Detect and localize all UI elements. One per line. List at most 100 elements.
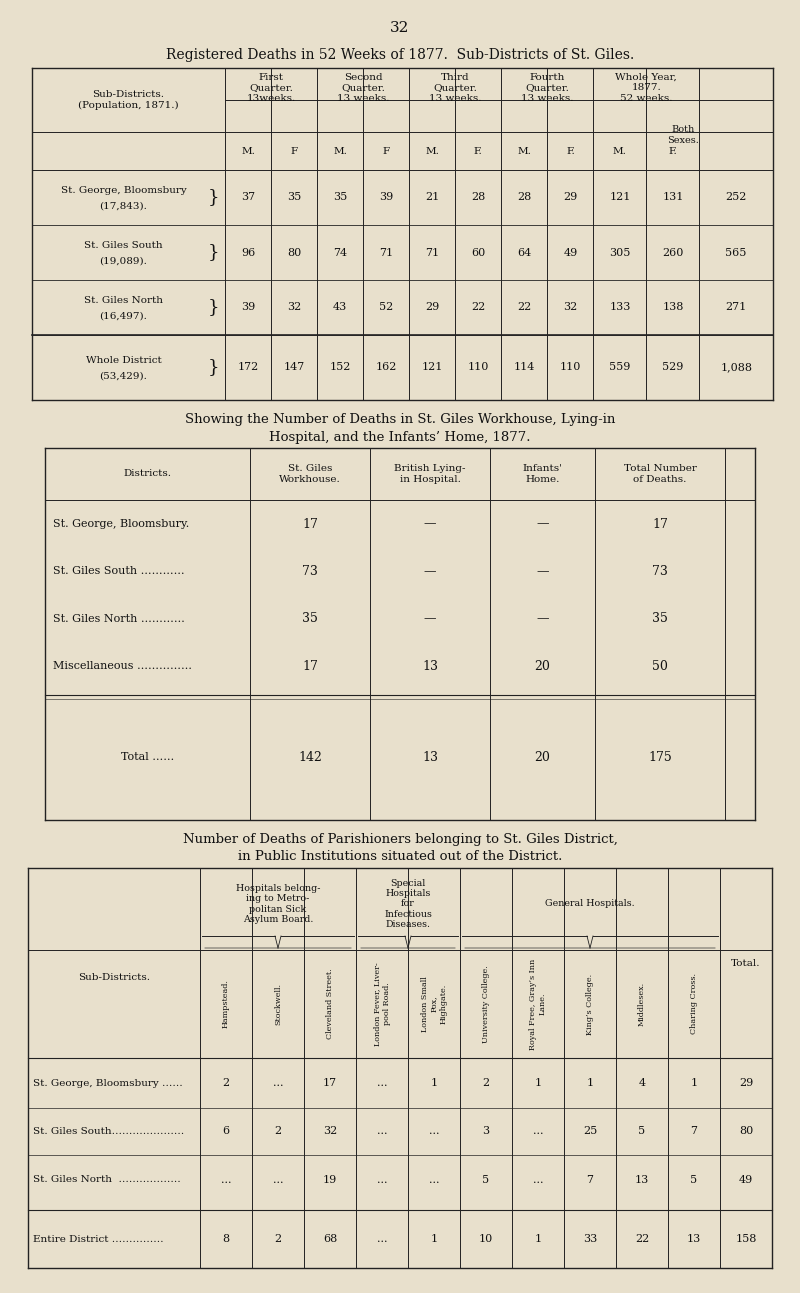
Text: 19: 19 xyxy=(323,1175,337,1184)
Text: Fourth
Quarter.
13 weeks.: Fourth Quarter. 13 weeks. xyxy=(521,74,574,103)
Text: 22: 22 xyxy=(635,1234,649,1244)
Text: St. Giles
Workhouse.: St. Giles Workhouse. xyxy=(279,464,341,484)
Text: F: F xyxy=(290,146,298,155)
Text: 28: 28 xyxy=(471,193,486,203)
Text: London Small
Pox,
Highgate.: London Small Pox, Highgate. xyxy=(421,976,447,1032)
Text: 60: 60 xyxy=(471,247,486,257)
Text: ...: ... xyxy=(377,1175,387,1184)
Text: (17,843).: (17,843). xyxy=(99,202,147,211)
Text: 5: 5 xyxy=(638,1126,646,1137)
Text: Number of Deaths of Parishioners belonging to St. Giles District,: Number of Deaths of Parishioners belongi… xyxy=(182,834,618,847)
Text: 131: 131 xyxy=(662,193,683,203)
Text: ...: ... xyxy=(533,1175,543,1184)
Text: Royal Free, Gray’s Inn
Lane.: Royal Free, Gray’s Inn Lane. xyxy=(530,958,546,1050)
Text: 152: 152 xyxy=(330,362,351,372)
Text: 1: 1 xyxy=(534,1078,542,1087)
Text: 32: 32 xyxy=(563,303,578,313)
Text: M.: M. xyxy=(241,146,255,155)
Text: London Fever, Liver-
pool Road.: London Fever, Liver- pool Road. xyxy=(374,962,390,1046)
Text: 73: 73 xyxy=(652,565,668,578)
Text: 138: 138 xyxy=(662,303,683,313)
Text: Sub-Districts.: Sub-Districts. xyxy=(78,974,150,983)
Text: 1: 1 xyxy=(430,1078,438,1087)
Text: Districts.: Districts. xyxy=(123,469,171,478)
Text: 29: 29 xyxy=(563,193,578,203)
Text: Registered Deaths in 52 Weeks of 1877.  Sub-Districts of St. Giles.: Registered Deaths in 52 Weeks of 1877. S… xyxy=(166,48,634,62)
Text: Hospitals belong-
ing to Metro-
politan Sick
Asylum Board.: Hospitals belong- ing to Metro- politan … xyxy=(236,884,320,924)
Text: General Hospitals.: General Hospitals. xyxy=(545,900,635,909)
Text: 1: 1 xyxy=(690,1078,698,1087)
Text: St. Giles South: St. Giles South xyxy=(84,240,163,250)
Text: 121: 121 xyxy=(422,362,443,372)
Text: 13: 13 xyxy=(422,751,438,764)
Text: Showing the Number of Deaths in St. Giles Workhouse, Lying-in: Showing the Number of Deaths in St. Gile… xyxy=(185,414,615,427)
Text: M.: M. xyxy=(518,146,531,155)
Text: 252: 252 xyxy=(726,193,747,203)
Text: 29: 29 xyxy=(739,1078,753,1087)
Text: 114: 114 xyxy=(514,362,535,372)
Text: St. Giles North  ………………: St. Giles North ……………… xyxy=(33,1175,181,1184)
Text: University College.: University College. xyxy=(482,965,490,1043)
Text: 133: 133 xyxy=(609,303,630,313)
Text: 22: 22 xyxy=(471,303,486,313)
Text: 25: 25 xyxy=(583,1126,597,1137)
Text: ...: ... xyxy=(429,1126,439,1137)
Text: 6: 6 xyxy=(222,1126,230,1137)
Text: 110: 110 xyxy=(467,362,489,372)
Text: St. George, Bloomsbury: St. George, Bloomsbury xyxy=(61,186,186,195)
Text: (16,497).: (16,497). xyxy=(99,312,147,321)
Text: Charing Cross.: Charing Cross. xyxy=(690,974,698,1034)
Text: 29: 29 xyxy=(425,303,439,313)
Text: 17: 17 xyxy=(323,1078,337,1087)
Text: 559: 559 xyxy=(609,362,630,372)
Text: 1,088: 1,088 xyxy=(720,362,752,372)
Text: —: — xyxy=(424,565,436,578)
Text: M.: M. xyxy=(333,146,347,155)
Text: 39: 39 xyxy=(379,193,394,203)
Text: Cleveland Street.: Cleveland Street. xyxy=(326,968,334,1040)
Text: 13: 13 xyxy=(422,659,438,672)
Text: British Lying-
in Hospital.: British Lying- in Hospital. xyxy=(394,464,466,484)
Text: 7: 7 xyxy=(586,1175,594,1184)
Text: Whole District: Whole District xyxy=(86,356,162,365)
Text: 271: 271 xyxy=(726,303,746,313)
Text: F.: F. xyxy=(474,146,482,155)
Text: 64: 64 xyxy=(518,247,531,257)
Text: Miscellaneous ……………: Miscellaneous …………… xyxy=(53,661,192,671)
Text: 73: 73 xyxy=(302,565,318,578)
Text: M.: M. xyxy=(426,146,439,155)
Text: Second
Quarter.
13 weeks.: Second Quarter. 13 weeks. xyxy=(337,74,390,103)
Text: in Public Institutions situated out of the District.: in Public Institutions situated out of t… xyxy=(238,851,562,864)
Text: 80: 80 xyxy=(287,247,302,257)
Text: 142: 142 xyxy=(298,751,322,764)
Text: Infants'
Home.: Infants' Home. xyxy=(522,464,562,484)
Text: 121: 121 xyxy=(609,193,630,203)
Text: 43: 43 xyxy=(333,303,347,313)
Text: 5: 5 xyxy=(690,1175,698,1184)
Text: 305: 305 xyxy=(609,247,630,257)
Text: Total.: Total. xyxy=(731,958,761,967)
Text: 80: 80 xyxy=(739,1126,753,1137)
Text: —: — xyxy=(424,612,436,625)
Text: ...: ... xyxy=(429,1175,439,1184)
Text: Whole Year,
1877.
52 weeks.: Whole Year, 1877. 52 weeks. xyxy=(615,74,678,103)
Text: }: } xyxy=(207,189,219,207)
Text: St. Giles North: St. Giles North xyxy=(84,296,163,305)
Text: —: — xyxy=(536,565,549,578)
Text: 260: 260 xyxy=(662,247,683,257)
Text: Total ……: Total …… xyxy=(121,753,174,763)
Text: 20: 20 xyxy=(534,659,550,672)
Text: Total Number
of Deaths.: Total Number of Deaths. xyxy=(623,464,697,484)
Text: 35: 35 xyxy=(652,612,668,625)
Text: 8: 8 xyxy=(222,1234,230,1244)
Text: 565: 565 xyxy=(726,247,747,257)
Text: 2: 2 xyxy=(482,1078,490,1087)
Text: Sub-Districts.
(Population, 1871.): Sub-Districts. (Population, 1871.) xyxy=(78,91,179,110)
Text: 50: 50 xyxy=(652,659,668,672)
Text: ...: ... xyxy=(221,1175,231,1184)
Text: St. Giles South …………: St. Giles South ………… xyxy=(53,566,185,577)
Text: 35: 35 xyxy=(287,193,302,203)
Text: 5: 5 xyxy=(482,1175,490,1184)
Text: 35: 35 xyxy=(333,193,347,203)
Text: St. Giles North …………: St. Giles North ………… xyxy=(53,613,185,623)
